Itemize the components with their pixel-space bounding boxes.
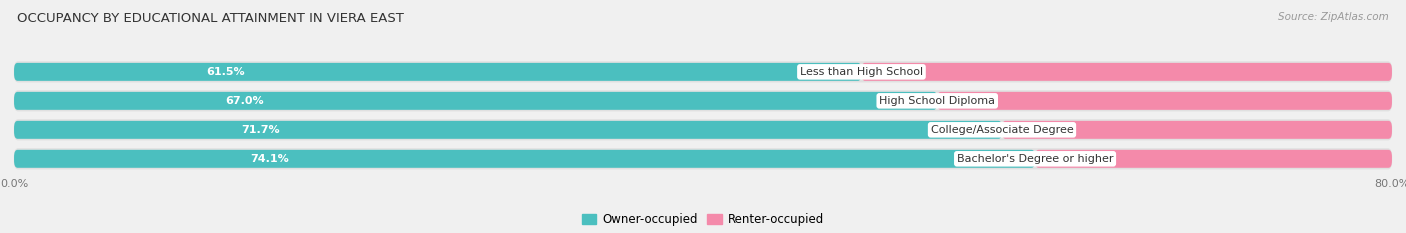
Text: 67.0%: 67.0%: [225, 96, 264, 106]
Text: High School Diploma: High School Diploma: [879, 96, 995, 106]
FancyBboxPatch shape: [14, 150, 1035, 168]
FancyBboxPatch shape: [14, 61, 1392, 82]
FancyBboxPatch shape: [14, 90, 1392, 111]
Text: 71.7%: 71.7%: [242, 125, 280, 135]
FancyBboxPatch shape: [14, 63, 862, 81]
FancyBboxPatch shape: [14, 119, 1392, 140]
FancyBboxPatch shape: [1035, 150, 1392, 168]
Text: Source: ZipAtlas.com: Source: ZipAtlas.com: [1278, 12, 1389, 22]
Text: 61.5%: 61.5%: [207, 67, 245, 77]
Text: Less than High School: Less than High School: [800, 67, 922, 77]
Text: 74.1%: 74.1%: [250, 154, 288, 164]
FancyBboxPatch shape: [1002, 121, 1392, 139]
FancyBboxPatch shape: [14, 121, 1002, 139]
Text: College/Associate Degree: College/Associate Degree: [931, 125, 1073, 135]
FancyBboxPatch shape: [862, 63, 1392, 81]
FancyBboxPatch shape: [938, 92, 1392, 110]
FancyBboxPatch shape: [14, 148, 1392, 169]
Legend: Owner-occupied, Renter-occupied: Owner-occupied, Renter-occupied: [578, 208, 828, 231]
FancyBboxPatch shape: [14, 92, 938, 110]
Text: Bachelor's Degree or higher: Bachelor's Degree or higher: [957, 154, 1114, 164]
Text: OCCUPANCY BY EDUCATIONAL ATTAINMENT IN VIERA EAST: OCCUPANCY BY EDUCATIONAL ATTAINMENT IN V…: [17, 12, 404, 25]
